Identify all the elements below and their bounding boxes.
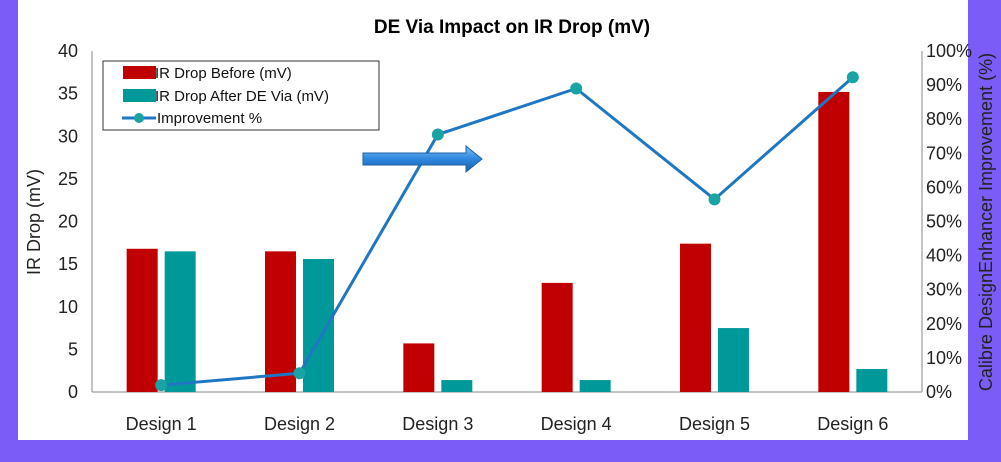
y-tick-right: 20% [926, 314, 962, 334]
legend-swatch-after [123, 89, 156, 102]
improvement-point [431, 128, 444, 141]
improvement-point [155, 379, 168, 392]
legend-label-before: IR Drop Before (mV) [155, 65, 292, 82]
improvement-point [293, 367, 306, 380]
bar-ir-drop-after [164, 251, 196, 392]
axes: 0 5 10 15 20 25 30 35 40 0% 10% 20% 30% 40% 50% 60% 70% 8… [58, 41, 972, 434]
chart-panel: DE Via Impact on IR Drop (mV) 0 5 10 15 20 25… [18, 0, 996, 440]
y-tick-right: 100% [926, 41, 972, 61]
y-tick-left: 0 [68, 382, 78, 402]
y-tick-left: 20 [58, 212, 78, 232]
bar-ir-drop-after [579, 380, 611, 392]
bars [126, 91, 888, 393]
y-tick-right: 30% [926, 280, 962, 300]
bar-ir-drop-before [818, 91, 850, 393]
legend-label-improvement: Improvement % [157, 110, 262, 127]
y-tick-left: 10 [58, 297, 78, 317]
y-tick-left: 5 [68, 339, 78, 359]
x-tick-label: Design 3 [402, 414, 473, 434]
y-axis-label-right: Calibre DesignEnhancer Improvement (%) [976, 53, 996, 391]
bar-ir-drop-before [403, 343, 435, 392]
y-tick-right: 40% [926, 246, 962, 266]
improvement-point [846, 71, 859, 84]
bar-ir-drop-before [265, 251, 296, 392]
y-tick-right: 10% [926, 348, 962, 368]
bar-ir-drop-after [441, 380, 473, 392]
legend: IR Drop Before (mV) IR Drop After DE Via… [102, 60, 380, 131]
y-tick-right: 60% [926, 177, 962, 197]
legend-label-after: IR Drop After DE Via (mV) [155, 88, 329, 105]
bar-ir-drop-before [541, 282, 573, 392]
y-tick-left: 35 [58, 84, 78, 104]
legend-swatch-before [123, 66, 156, 79]
legend-swatch-marker [134, 113, 144, 123]
y-tick-left: 15 [58, 254, 78, 274]
bar-ir-drop-before [126, 248, 158, 392]
improvement-point [708, 193, 721, 206]
y-tick-left: 25 [58, 169, 78, 189]
y-tick-right: 50% [926, 212, 962, 232]
bar-ir-drop-after [303, 259, 334, 392]
improvement-point [570, 82, 583, 95]
chart-title: DE Via Impact on IR Drop (mV) [374, 17, 650, 38]
y-tick-right: 80% [926, 109, 962, 129]
bar-ir-drop-after [856, 368, 888, 392]
y-tick-right: 70% [926, 143, 962, 163]
bar-ir-drop-before [680, 243, 711, 392]
x-tick-label: Design 4 [541, 414, 612, 434]
y-axis-label-left: IR Drop (mV) [24, 169, 44, 275]
bar-ir-drop-after [718, 328, 749, 392]
improvement-line [155, 71, 859, 392]
x-tick-label: Design 6 [817, 414, 888, 434]
x-tick-label: Design 2 [264, 414, 335, 434]
improvement-line-path [161, 76, 854, 387]
y-tick-right: 0% [926, 382, 952, 402]
annotation-arrow [362, 144, 483, 174]
y-tick-left: 40 [58, 41, 78, 61]
x-tick-label: Design 5 [679, 414, 750, 434]
y-tick-right: 90% [926, 75, 962, 95]
y-tick-left: 30 [58, 126, 78, 146]
x-tick-label: Design 1 [126, 414, 197, 434]
